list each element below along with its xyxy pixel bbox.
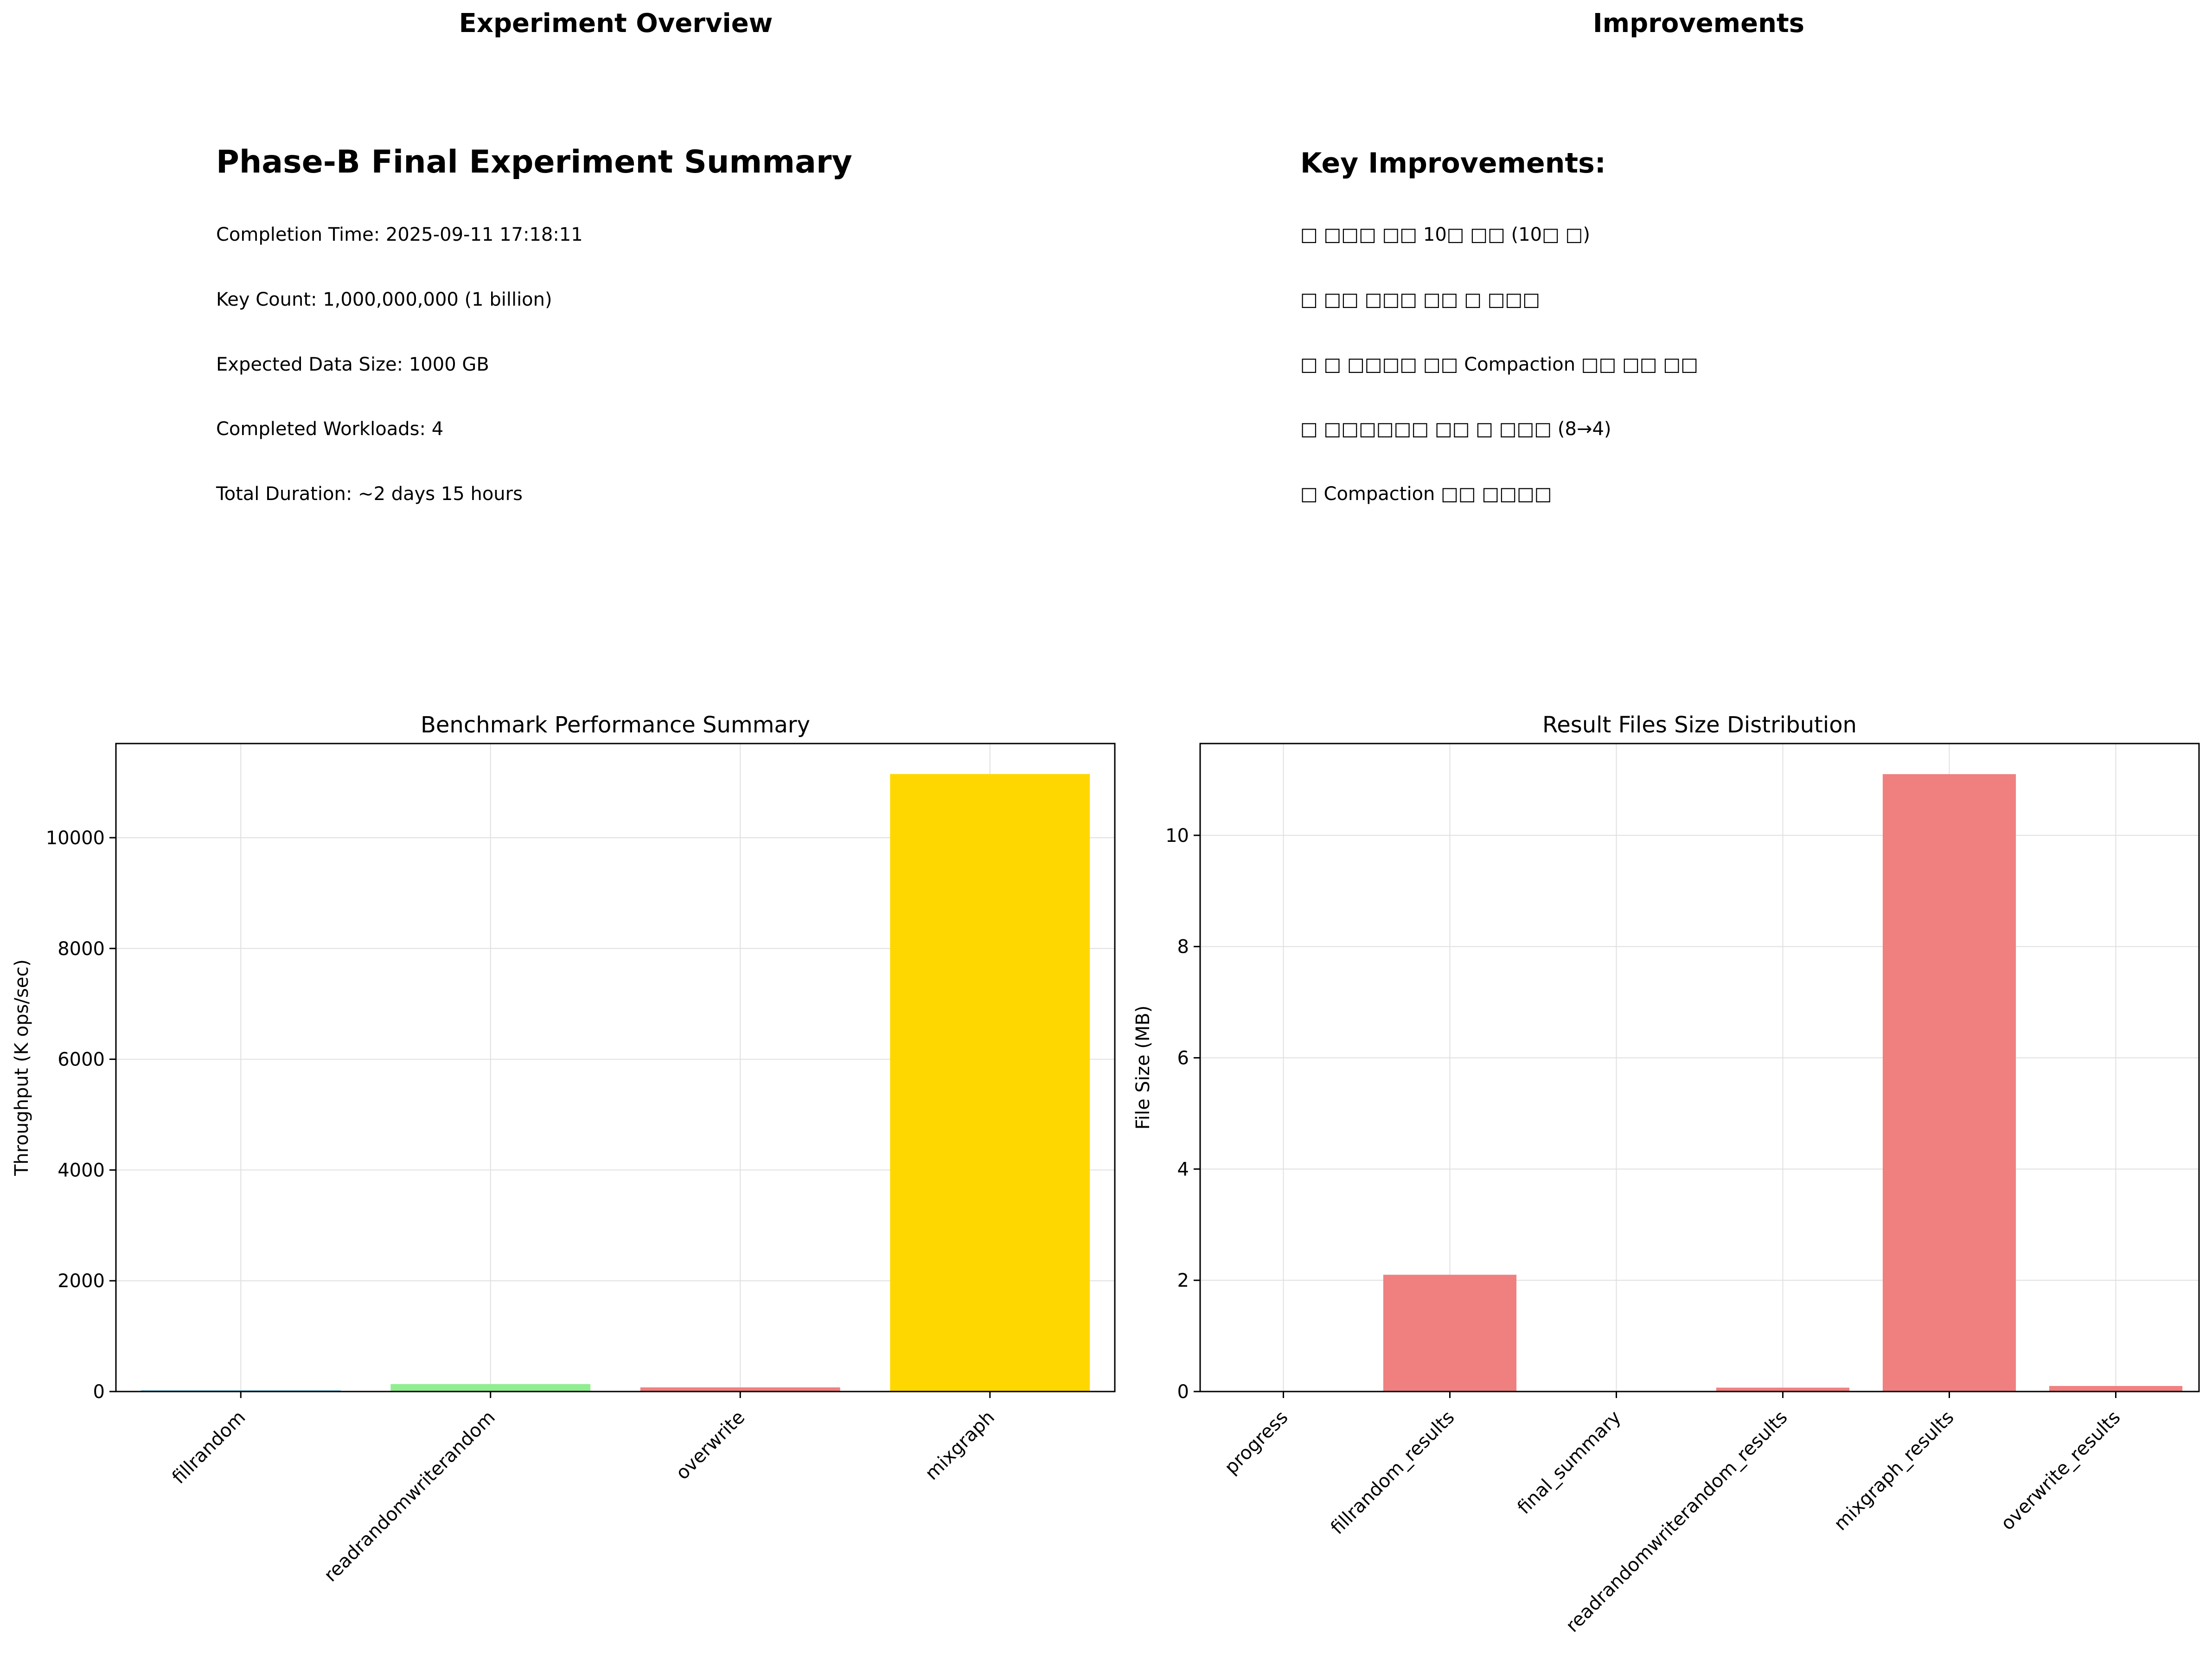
overview-heading: Phase-B Final Experiment Summary [216, 144, 852, 180]
improvements-panel: Improvements Key Improvements: □ □□□ □□ … [1300, 8, 1804, 505]
overview-line: Expected Data Size: 1000 GB [216, 354, 489, 375]
improvement-line: □ □ □□□□ □□ Compaction □□ □□ □□ [1300, 354, 1698, 375]
chart-title: Result Files Size Distribution [1542, 712, 1857, 738]
y-tick-label: 6 [1177, 1048, 1189, 1069]
improvements-heading: Key Improvements: [1300, 147, 1606, 180]
y-tick-label: 8 [1177, 937, 1189, 958]
x-tick-label: mixgraph_results [1830, 1407, 1958, 1535]
y-tick-label: 0 [93, 1381, 105, 1403]
improvement-line: □ Compaction □□ □□□□ [1300, 483, 1552, 505]
bar-fillrandom_results [1383, 1275, 1517, 1392]
x-tick-label: fillrandom_results [1327, 1407, 1459, 1539]
improvements-panel-title: Improvements [1593, 8, 1804, 38]
axes-frame [115, 743, 1116, 1392]
overview-line: Completed Workloads: 4 [216, 418, 443, 440]
x-tick-label: overwrite_results [1997, 1407, 2125, 1535]
x-tick-label: progress [1221, 1407, 1292, 1479]
y-tick-label: 0 [1177, 1381, 1189, 1403]
overview-line: Key Count: 1,000,000,000 (1 billion) [216, 289, 552, 310]
bar-overwrite [640, 1387, 840, 1392]
y-tick-label: 4000 [58, 1160, 105, 1181]
benchmark-performance-chart: 0 2000 4000 6000 8000 10000 fillrandom readrand… [11, 712, 1116, 1586]
x-tick-label: readrandomwriterandom [320, 1407, 499, 1586]
y-tick-label: 2 [1177, 1270, 1189, 1291]
y-tick-label: 6000 [58, 1049, 105, 1071]
y-tick-label: 10 [1165, 825, 1189, 847]
overview-line: Total Duration: ~2 days 15 hours [216, 483, 523, 505]
x-tick-label: final_summary [1514, 1407, 1625, 1519]
x-tick-label: overwrite [672, 1407, 749, 1484]
bar-readrandomwriterandom [390, 1384, 591, 1392]
x-tick-label: mixgraph [921, 1407, 998, 1484]
x-tick-label: fillrandom [168, 1407, 250, 1488]
bar-mixgraph_results [1882, 774, 2016, 1392]
bar-overwrite_results [2049, 1386, 2183, 1392]
result-files-size-chart: 0 2 4 6 8 10 progress fillrandom_results final_s… [1132, 712, 2200, 1636]
overview-panel-title: Experiment Overview [459, 8, 773, 38]
y-tick-label: 10000 [46, 828, 105, 849]
chart-title: Benchmark Performance Summary [421, 712, 810, 738]
y-axis-label: File Size (MB) [1132, 1006, 1154, 1130]
y-tick-label: 8000 [58, 938, 105, 960]
improvement-line: □ □□□ □□ 10□ □□ (10□ □) [1300, 224, 1590, 245]
y-tick-label: 2000 [58, 1270, 105, 1292]
improvement-line: □ □□ □□□ □□ □ □□□ [1300, 289, 1540, 310]
bar-mixgraph [890, 774, 1090, 1392]
overview-panel: Experiment Overview Phase-B Final Experi… [216, 8, 852, 505]
bar-readrandomwriterandom_results [1716, 1387, 1850, 1392]
improvement-line: □ □□□□□□ □□ □ □□□ (8→4) [1300, 418, 1611, 440]
overview-line: Completion Time: 2025-09-11 17:18:11 [216, 224, 583, 245]
y-tick-label: 4 [1177, 1159, 1189, 1180]
y-axis-label: Throughput (K ops/sec) [11, 959, 32, 1176]
axes-frame [1199, 743, 2200, 1392]
